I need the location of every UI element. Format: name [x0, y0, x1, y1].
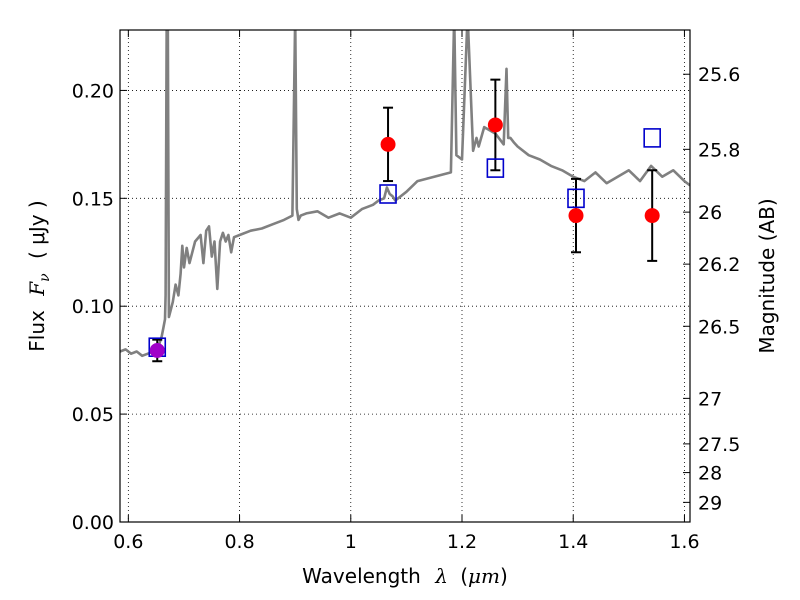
- plot-area: [120, 30, 690, 363]
- magnitude-tick-label: 26.5: [698, 316, 740, 338]
- x-tick-label: 1.2: [447, 531, 477, 553]
- magnitude-tick-label: 26.2: [698, 254, 740, 276]
- x-axis-label-unit-open: (: [460, 564, 468, 588]
- y-tick-label: 0.20: [72, 80, 114, 102]
- series-group: [120, 30, 690, 363]
- x-axis-label: Wavelength λ (μm): [302, 564, 508, 588]
- magnitude-tick-label: 27: [698, 388, 722, 410]
- y-axis-label-symbol: F: [25, 281, 49, 297]
- y-axis-label-prefix: Flux: [25, 310, 49, 352]
- model-point: [567, 188, 585, 209]
- model-point: [643, 128, 661, 148]
- y-axis-label-subscript: ν: [37, 273, 53, 282]
- y-tick-label: 0.10: [72, 296, 114, 318]
- y-tick-label: 0.00: [72, 512, 114, 534]
- magnitude-ticks: 25.6 25.8 26 26.2 26.5 27 27.5 28 29: [683, 64, 740, 514]
- observed-point: [380, 136, 396, 152]
- magnitude-tick-label: 28: [698, 463, 722, 485]
- observed-point: [149, 342, 165, 358]
- observed-point: [487, 117, 503, 133]
- observed-point: [568, 208, 584, 224]
- magnitude-tick-label: 25.6: [698, 64, 740, 86]
- grid-lines: [120, 30, 690, 523]
- x-ticks: 0.6 0.8 1 1.2 1.4 1.6: [113, 30, 700, 553]
- y-tick-label: 0.15: [72, 188, 114, 210]
- y-ticks: 0.00 0.05 0.10 0.15 0.20: [72, 80, 127, 534]
- x-axis-label-prefix: Wavelength: [302, 564, 421, 588]
- y2-axis-label: Magnitude (AB): [755, 198, 779, 353]
- y-axis-label-unit: ( μJy ): [25, 200, 49, 259]
- magnitude-tick-label: 27.5: [698, 434, 740, 456]
- magnitude-tick-label: 29: [698, 492, 722, 514]
- x-tick-label: 0.8: [224, 531, 254, 553]
- x-tick-label: 0.6: [113, 531, 143, 553]
- model-point: [486, 158, 505, 178]
- x-tick-label: 1.6: [669, 531, 699, 553]
- observed-point: [644, 208, 660, 224]
- x-axis-label-symbol: λ: [434, 564, 448, 588]
- y-axis-label: Flux Fν ( μJy ): [25, 200, 54, 351]
- magnitude-tick-label: 25.8: [698, 139, 740, 161]
- axes-frame: [119, 29, 691, 523]
- x-tick-label: 1.4: [558, 531, 588, 553]
- y-tick-label: 0.05: [72, 404, 114, 426]
- x-axis-label-unit: μm: [468, 564, 500, 588]
- x-axis-label-unit-close: ): [500, 564, 508, 588]
- spectrum-line: [120, 30, 690, 358]
- model-point: [379, 184, 397, 204]
- x-tick-label: 1: [345, 531, 357, 553]
- magnitude-tick-label: 26: [698, 202, 722, 224]
